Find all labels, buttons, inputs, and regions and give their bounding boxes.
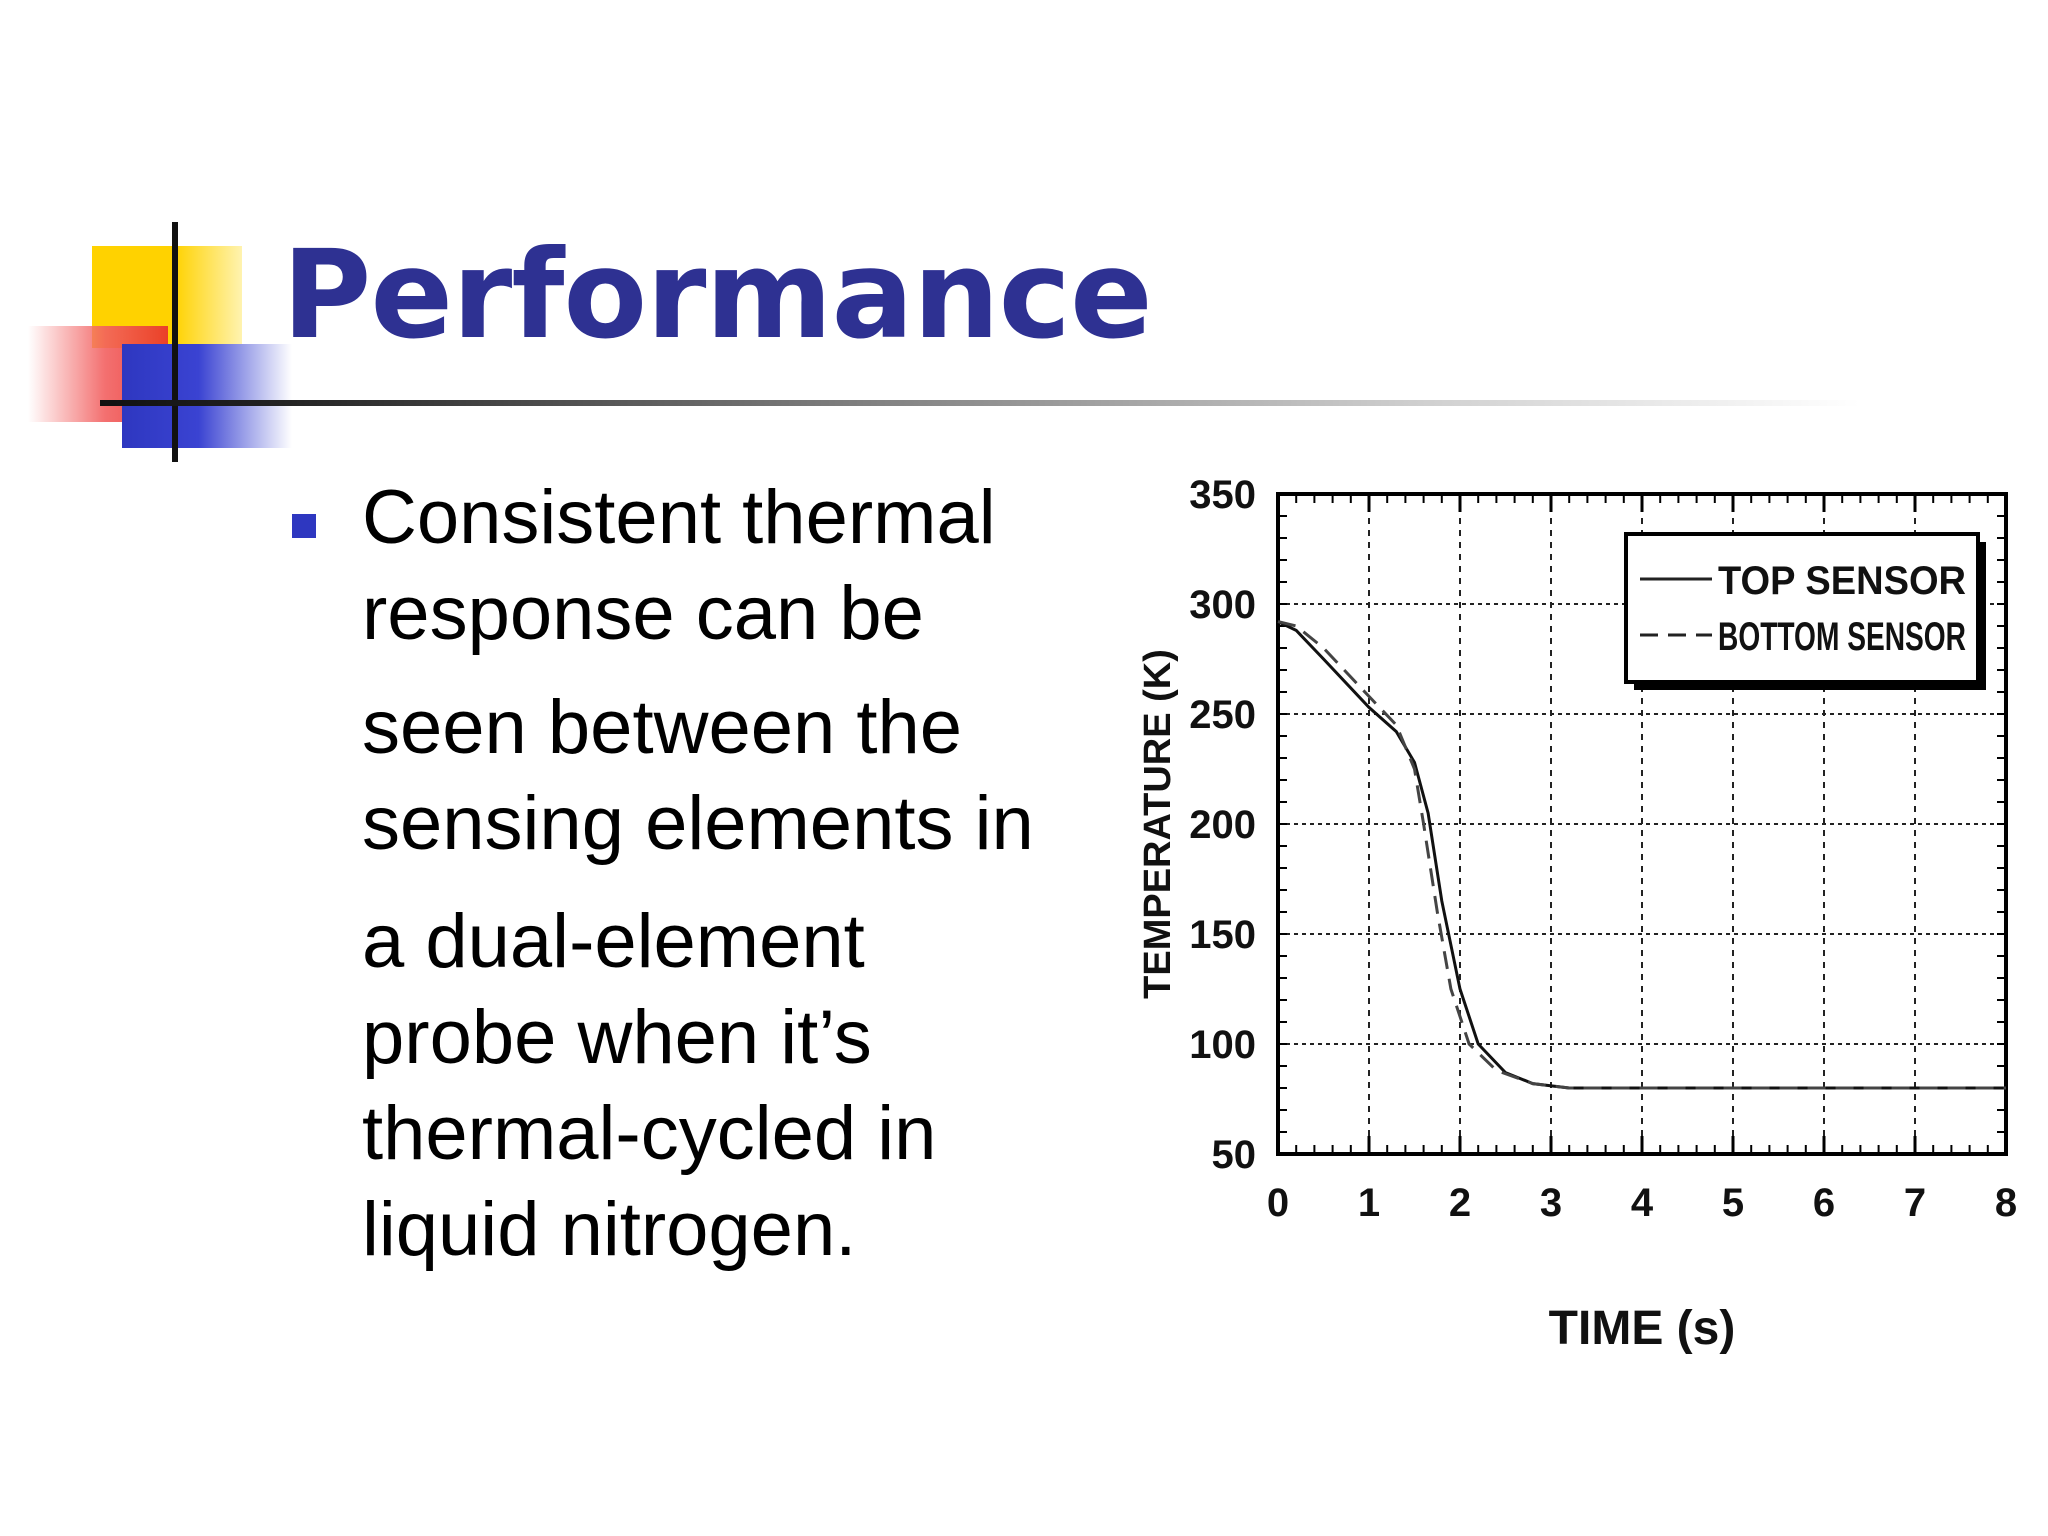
y-tick-label: 350 <box>1189 473 1256 517</box>
legend-label: BOTTOM SENSOR <box>1718 615 1966 659</box>
y-tick-label: 300 <box>1189 583 1256 627</box>
y-tick-label: 100 <box>1189 1023 1256 1067</box>
bullet-text-line: response can be <box>362 571 924 656</box>
bullet-text-line: a dual-element <box>362 899 865 984</box>
temperature-chart: 0 1 2 3 4 5 6 7 8 50 100 150 200 250 300 350 TOP SENSOR… <box>1137 473 2017 1355</box>
bullet-text-line: probe when it’s <box>362 995 872 1080</box>
bullet-text-line: sensing elements in <box>362 781 1034 866</box>
x-tick-label: 0 <box>1267 1181 1289 1225</box>
x-tick-label: 8 <box>1995 1181 2017 1225</box>
y-axis-label: TEMPERATURE (K) <box>1137 649 1179 999</box>
title-underline <box>100 400 1860 406</box>
series-line-top-sensor <box>1277 620 2006 1090</box>
ticks-layer: 0 1 2 3 4 5 6 7 8 50 100 150 200 250 300 350 <box>1189 473 2017 1225</box>
x-tick-label: 6 <box>1813 1181 1835 1225</box>
bullet-icon <box>292 514 316 538</box>
bullet-text-line: Consistent thermal <box>362 475 996 560</box>
x-axis-label: TIME (s) <box>1549 1302 1736 1355</box>
series-lines <box>1277 620 2006 1090</box>
logo-blue-square <box>122 344 292 448</box>
legend-label: TOP SENSOR <box>1718 559 1966 603</box>
y-tick-label: 200 <box>1189 803 1256 847</box>
x-tick-label: 5 <box>1722 1181 1744 1225</box>
bullet-text-line: liquid nitrogen. <box>362 1187 857 1272</box>
slide-title: Performance <box>282 224 1153 366</box>
y-tick-label: 250 <box>1189 693 1256 737</box>
x-tick-label: 1 <box>1358 1181 1380 1225</box>
legend: TOP SENSOR BOTTOM SENSOR <box>1624 532 1986 690</box>
series-line-bottom-sensor <box>1277 620 2006 1090</box>
x-tick-label: 3 <box>1540 1181 1562 1225</box>
logo-vertical-line <box>172 222 178 462</box>
y-tick-label: 50 <box>1212 1133 1257 1177</box>
x-tick-label: 7 <box>1904 1181 1926 1225</box>
x-tick-label: 4 <box>1631 1181 1654 1225</box>
bullet-text-line: seen between the <box>362 685 963 770</box>
y-tick-label: 150 <box>1189 913 1256 957</box>
bullet-text-line: thermal-cycled in <box>362 1091 937 1176</box>
x-tick-label: 2 <box>1449 1181 1471 1225</box>
